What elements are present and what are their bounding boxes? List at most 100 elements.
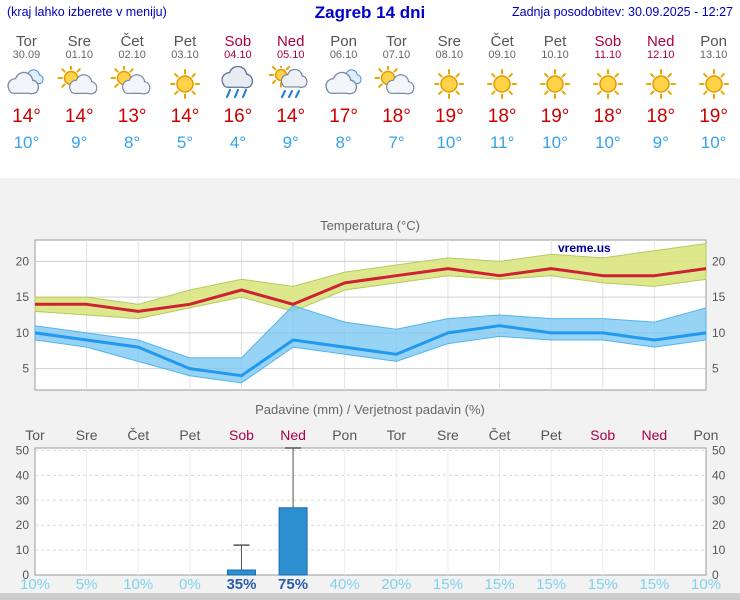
day-date: 05.10 (276, 49, 305, 61)
day-name: Tor (16, 33, 37, 50)
day-column[interactable]: Tor 30.09 14° 10° (0, 26, 53, 176)
day-column[interactable]: Sre 08.10 19° 10° (423, 26, 476, 176)
precip-ytick-left: 10 (16, 543, 30, 557)
precip-ytick-right: 30 (712, 493, 726, 507)
temp-max-value: 19° (434, 106, 464, 127)
day-column[interactable]: Pon 06.10 17° 8° (317, 26, 370, 176)
day-name: Ned (276, 33, 305, 50)
temp-min-value: 10° (595, 133, 621, 152)
temp-max-value: 18° (593, 106, 623, 127)
precip-plot-area (34, 447, 707, 576)
precip-probability-label: 10% (123, 576, 153, 593)
day-date: 11.10 (594, 49, 622, 61)
precip-day-label: Ned (280, 427, 306, 443)
day-column[interactable]: Ned 12.10 18° 9° (634, 26, 687, 176)
precip-ytick-left: 0 (22, 568, 29, 582)
precip-probability-label: 10% (691, 576, 721, 593)
temp-ytick-right: 15 (712, 290, 726, 304)
temp-min-value: 10° (542, 133, 568, 152)
temp-max-value: 19° (699, 106, 728, 127)
precip-probability-label: 15% (639, 576, 669, 593)
day-column[interactable]: Čet 09.10 18° 11° (476, 26, 529, 176)
precip-probability-label: 15% (433, 576, 463, 593)
day-column[interactable]: Pet 10.10 19° 10° (529, 26, 582, 176)
temp-max-value: 14° (170, 106, 200, 127)
temp-max-value: 13° (117, 106, 147, 127)
temperature-chart: Temperatura (°C) 5 5 10 10 15 15 20 20 vreme.us (16, 218, 726, 391)
precip-ytick-left: 50 (16, 443, 30, 457)
precip-probability-label: 5% (76, 576, 98, 593)
day-date: 09.10 (488, 49, 516, 61)
precip-day-label: Sre (76, 427, 98, 443)
weather-sun-icon (159, 66, 212, 104)
day-date: 04.10 (224, 49, 252, 61)
temp-ytick-right: 5 (712, 362, 719, 376)
day-date: 02.10 (118, 49, 146, 61)
precipitation-chart: Padavine (mm) / Verjetnost padavin (%) To… (16, 402, 726, 593)
temp-ytick-left: 15 (16, 290, 30, 304)
day-name: Sre (67, 33, 91, 50)
temp-ytick-left: 10 (16, 326, 30, 340)
day-name: Pon (330, 33, 357, 50)
day-name: Ned (646, 33, 675, 50)
day-name: Tor (386, 33, 407, 50)
day-column[interactable]: Sob 04.10 16° 4° (211, 26, 264, 176)
precip-bar (226, 569, 256, 576)
day-date: 03.10 (171, 49, 199, 61)
weather-sun-icon (423, 66, 476, 104)
day-column[interactable]: Ned 05.10 14° 9° (264, 26, 317, 176)
temp-max-value: 18° (646, 106, 676, 127)
precip-probability-label: 15% (536, 576, 566, 593)
weather-sun-cloud-icon (106, 66, 159, 104)
precip-probability-label: 75% (278, 576, 308, 593)
temp-min-value: 11° (489, 133, 515, 152)
precip-chart-title: Padavine (mm) / Verjetnost padavin (%) (255, 402, 485, 417)
precip-probability-label: 35% (226, 576, 256, 593)
day-date: 01.10 (65, 49, 94, 61)
temp-ytick-right: 10 (712, 326, 726, 340)
temp-max-line (35, 267, 707, 313)
precip-probability-label: 10% (20, 576, 50, 593)
temp-max-value: 18° (487, 106, 517, 127)
temp-min-line (34, 324, 707, 378)
day-name: Sob (594, 33, 622, 50)
precip-ytick-right: 20 (712, 518, 726, 532)
precip-day-label: Sob (229, 427, 254, 443)
temp-max-value: 14° (276, 106, 306, 127)
day-column[interactable]: Pet 03.10 14° 5° (159, 26, 212, 176)
precip-probability-label: 20% (381, 576, 411, 593)
precip-probability-label: 15% (485, 576, 515, 593)
precip-ytick-left: 20 (16, 518, 30, 532)
page-title: Zagreb 14 dni (314, 3, 426, 22)
precip-day-label: Ned (642, 427, 668, 443)
watermark: vreme.us (558, 241, 611, 255)
precip-bar (278, 507, 308, 576)
precip-ytick-right: 10 (712, 543, 726, 557)
day-column[interactable]: Pon 13.10 19° 10° (687, 26, 740, 176)
day-column[interactable]: Sre 01.10 14° 9° (53, 26, 106, 176)
temp-min-value: 10° (436, 133, 463, 152)
precip-day-label: Pet (541, 427, 562, 443)
weather-cloudy-icon (317, 66, 370, 104)
temp-min-value: 9° (652, 133, 669, 152)
precip-day-label: Sob (590, 427, 615, 443)
day-name: Čet (490, 33, 514, 50)
precip-day-label: Sre (437, 427, 459, 443)
day-name: Pet (173, 33, 197, 50)
temp-max-value: 16° (223, 106, 253, 127)
temp-max-value: 17° (329, 106, 358, 127)
temp-max-value: 14° (12, 106, 41, 127)
last-updated: Zadnja posodobitev: 30.09.2025 - 12:27 (511, 5, 733, 19)
day-column[interactable]: Čet 02.10 13° 8° (106, 26, 159, 176)
temp-ytick-left: 5 (22, 362, 29, 376)
day-column[interactable]: Tor 07.10 18° 7° (370, 26, 423, 176)
day-name: Čet (120, 33, 144, 50)
temp-min-value: 5° (176, 133, 194, 152)
day-date: 10.10 (541, 49, 569, 61)
temp-chart-title: Temperatura (°C) (320, 218, 420, 233)
temp-min-value: 7° (388, 133, 405, 152)
precip-ytick-right: 50 (712, 443, 726, 457)
weather-sun-icon (687, 66, 740, 104)
precip-probability-label: 0% (179, 576, 201, 593)
day-column[interactable]: Sob 11.10 18° 10° (581, 26, 634, 176)
